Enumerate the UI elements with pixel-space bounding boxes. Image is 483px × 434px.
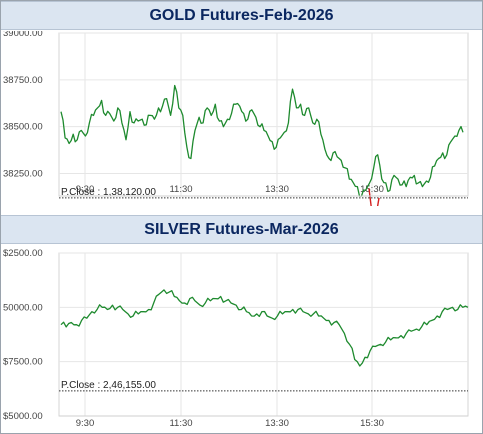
x-tick-label: 13:30	[265, 418, 289, 429]
price-drop-segment	[368, 188, 380, 206]
silver-chart: $5000.00 $7500.00 50000.00 $2500.00 9:30 11:3…	[3, 248, 469, 429]
y-tick-label: 38250.00	[3, 169, 43, 180]
x-tick-label: 15:30	[360, 184, 384, 195]
y-tick-label: $2500.00	[3, 248, 43, 259]
previous-close-label: P.Close : 1,38,120.00	[61, 187, 156, 198]
x-tick-label: 15:30	[360, 418, 384, 429]
x-tick-label: 11:30	[169, 418, 192, 429]
y-tick-label: $5000.00	[3, 411, 43, 422]
gold-chart: 38250.00 38500.00 38750.00 39000.00 9:30 11:3…	[3, 31, 469, 206]
price-line	[60, 84, 464, 197]
plot-area	[58, 252, 469, 417]
x-tick-label: 13:30	[265, 184, 289, 195]
gold-chart-title: GOLD Futures-Feb-2026	[1, 1, 482, 30]
y-tick-label: $7500.00	[3, 357, 43, 368]
y-tick-label: 50000.00	[3, 302, 43, 313]
silver-chart-title: SILVER Futures-Mar-2026	[1, 215, 482, 244]
y-tick-label: 38750.00	[3, 75, 43, 86]
y-tick-label: 39000.00	[3, 31, 43, 39]
price-line	[60, 289, 469, 367]
y-tick-label: 38500.00	[3, 122, 43, 133]
previous-close-label: P.Close : 2,46,155.00	[61, 380, 156, 391]
x-tick-label: 9:30	[76, 418, 95, 429]
x-tick-label: 11:30	[169, 184, 192, 195]
x-tick-label: 9:30	[76, 184, 95, 195]
plot-area	[58, 32, 469, 197]
